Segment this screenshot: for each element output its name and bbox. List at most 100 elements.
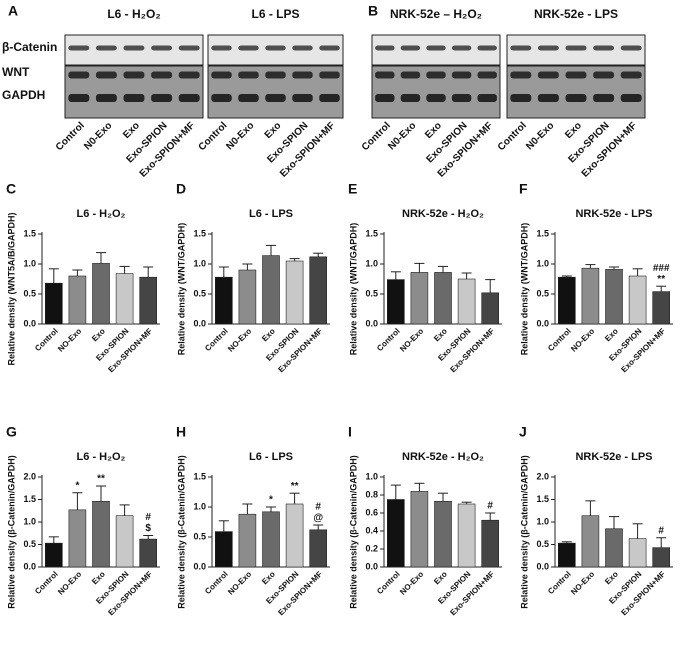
y-axis-label: Relative density (β-Catenin/GAPDH) [176,455,186,609]
significance-label: ** [97,474,105,485]
lane-label: Control [360,120,393,153]
blot-band [510,45,532,51]
blot-band [319,45,340,51]
row-label: WNT [2,65,30,79]
y-tick-label: 1.5 [536,228,549,238]
bar [558,276,576,325]
blot-band [178,94,200,102]
row-label: GAPDH [2,88,45,102]
blot-band [400,71,421,79]
bar [628,275,647,325]
blot-band [451,94,472,102]
significance-label: # [315,502,321,513]
blot-band [400,45,421,51]
panel-letter: G [6,424,17,440]
blot-band [620,71,642,79]
panel-letter: D [176,181,186,197]
y-tick-label: 0.0 [365,561,378,571]
bar [410,272,429,325]
lane-label: Control [496,120,529,153]
x-tick-label: NO-Exo [56,569,83,596]
blot-band [593,94,615,102]
x-tick-label: Exo [260,326,277,343]
y-axis-label: Relative density (WNT/GAPDH) [348,223,358,356]
blot-band [178,45,200,51]
y-tick-label: 0.5 [365,288,378,298]
bar [605,528,623,568]
y-tick-label: 0.0 [193,318,206,328]
y-tick-label: 1.5 [365,228,378,238]
y-tick-label: 1.0 [193,501,206,511]
blot-band [477,94,497,102]
panel-letter: F [519,181,528,197]
bar [581,267,600,325]
lane-label: Exo [263,120,284,141]
x-tick-label: Control [203,327,229,353]
x-tick-label: Exo-SPION+MF [276,569,324,617]
bar [262,255,280,325]
blot-band [292,71,313,79]
blot-band [292,45,313,51]
blot-band [451,71,472,79]
bar [628,538,647,568]
panel-letter: B [368,3,378,19]
bar [285,260,304,325]
x-tick-label: Control [33,327,59,353]
blot-band [510,71,532,79]
lane-label: Exo [423,120,444,141]
panel-letter: J [519,424,527,440]
chart-title: NRK-52e - LPS [575,208,652,220]
lane-label: Exo [121,120,142,141]
significance-label: ### [653,263,670,274]
bar [139,276,157,325]
y-tick-label: 1.0 [23,516,36,526]
blot-band [265,45,286,51]
blot-band [375,94,395,102]
chart-title: NRK-52e - H₂O₂ [402,451,484,463]
bar [139,538,157,568]
y-tick-label: 1.5 [193,228,206,238]
y-tick-label: 1.0 [365,258,378,268]
blot-band [238,94,259,102]
blot-band [620,94,642,102]
bar [215,531,233,568]
x-tick-label: Exo [432,569,449,586]
blot-band [68,94,90,102]
bar [92,500,110,568]
blot-band [400,94,421,102]
bar [238,269,257,325]
y-axis-label: Relative density (β-Catenin/GAPDH) [519,455,529,609]
x-tick-label: Exo [90,326,107,343]
x-tick-label: Control [546,570,572,596]
bar [309,256,327,325]
bar [285,503,304,568]
y-tick-label: 1.0 [536,516,549,526]
x-tick-label: Exo-SPION+MF [106,326,154,374]
blot-band [375,71,395,79]
y-tick-label: 0.5 [536,539,549,549]
y-tick-label: 0.5 [193,288,206,298]
lane-label: Control [54,120,87,153]
y-axis-label: Relative density (WNT/GAPDH) [519,223,529,356]
blot-band [178,71,200,79]
x-tick-label: Control [375,570,401,596]
blot-band [319,94,340,102]
blot-band [265,94,286,102]
bar [68,509,87,568]
x-tick-label: Exo [260,569,277,586]
significance-label: # [145,512,151,523]
x-tick-label: Exo-SPION+MF [276,326,324,374]
blot-band [620,45,642,51]
x-tick-label: Exo [432,326,449,343]
panel-letter: E [348,181,357,197]
y-tick-label: 0.8 [365,489,378,499]
blot-band [211,94,232,102]
x-tick-label: Exo-SPION+MF [448,569,496,617]
y-tick-label: 2.0 [536,471,549,481]
blot-band [319,71,340,79]
bar [387,279,405,325]
blot-band [510,94,532,102]
y-tick-label: 0.0 [365,318,378,328]
y-tick-label: 1.5 [536,494,549,504]
